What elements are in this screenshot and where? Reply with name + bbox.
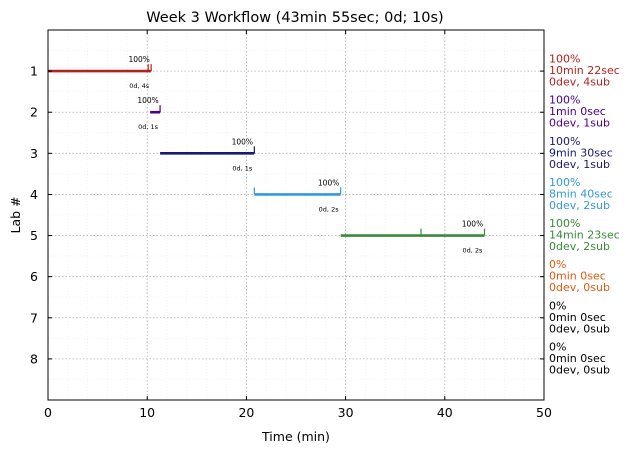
lab-5-side-line: 14min 23sec [549,229,620,242]
lab-4-side-line: 100% [549,176,580,189]
lab-8-side-line: 0dev, 0sub [549,363,610,376]
lab-8-side-line: 0% [549,340,566,353]
lab-5-side-line: 0dev, 2sub [549,240,610,253]
lab-3-side-line: 100% [549,135,580,148]
y-tick-label: 5 [30,228,38,243]
y-tick-label: 7 [30,310,38,325]
lab-2-side-line: 1min 0sec [549,105,606,118]
lab-1-summary-label: 0d, 4s [129,82,150,90]
lab-6-side-line: 0dev, 0sub [549,281,610,294]
grid [47,30,545,400]
lab-8-side-line: 0min 0sec [549,352,606,365]
lab-2-progress-label: 100% [137,96,158,105]
x-tick-label: 30 [338,405,354,420]
x-axis-title: Time (min) [261,429,330,444]
y-tick-label: 8 [30,351,38,366]
bars: 100% 0d, 4s 100% 0d, 1s 100% 0d, 1s 100% 0d, 2s… [48,55,486,255]
x-tick-label: 50 [536,405,552,420]
lab-7-side-line: 0min 0sec [549,311,606,324]
lab-7-side-line: 0% [549,299,566,312]
lab-1-side-line: 10min 22sec [549,64,620,77]
lab-4-side-line: 0dev, 2sub [549,199,610,212]
y-tick-label: 4 [30,187,38,202]
x-tick-label: 20 [238,405,254,420]
y-axis-title: Lab # [8,196,23,233]
y-tick-label: 2 [30,105,38,120]
lab-1-side-line: 100% [549,53,580,66]
lab-2-summary-label: 0d, 1s [138,123,159,131]
lab-3-progress-label: 100% [232,137,253,146]
lab-3-side-line: 0dev, 1sub [549,158,610,171]
lab-6-side-line: 0min 0sec [549,270,606,283]
lab-1-side-line: 0dev, 4sub [549,76,610,89]
lab-1-progress-label: 100% [128,55,149,64]
y-tick-label: 6 [30,269,38,284]
y-tick-label: 1 [30,64,38,79]
lab-4-summary-label: 0d, 2s [319,205,340,213]
lab-5-side-line: 100% [549,217,580,230]
lab-4-side-line: 8min 40sec [549,187,613,200]
x-tick-label: 10 [139,405,155,420]
lab-5-summary-label: 0d, 2s [463,247,484,255]
x-tick-label: 0 [44,405,52,420]
lab-2-side-line: 100% [549,94,580,107]
lab-3-side-line: 9min 30sec [549,146,613,159]
lab-6-side-line: 0% [549,258,566,271]
y-tick-label: 3 [30,146,38,161]
axis-ticks: 0 10 20 30 40 50 1 2 3 4 5 6 7 8 [30,30,552,420]
lab-3-summary-label: 0d, 1s [232,164,253,172]
lab-4-progress-label: 100% [318,178,339,187]
plot-area [47,29,545,401]
x-tick-label: 40 [437,405,453,420]
chart-title: Week 3 Workflow (43min 55sec; 0d; 10s) [146,10,443,26]
lab-7-side-line: 0dev, 0sub [549,322,610,335]
lab-2-side-line: 0dev, 1sub [549,117,610,130]
lab-5-progress-label: 100% [462,220,483,229]
